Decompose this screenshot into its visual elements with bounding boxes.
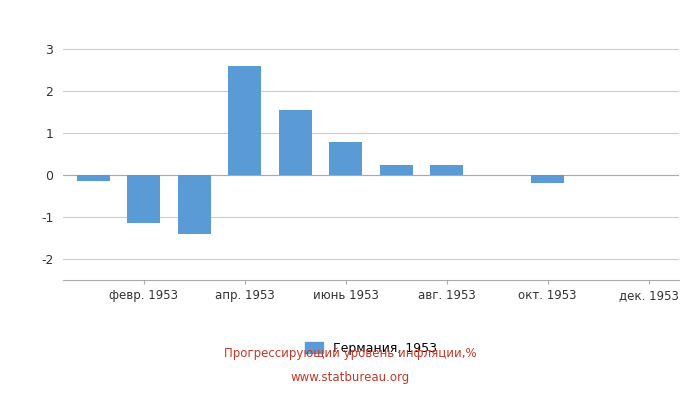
- Bar: [127, 175, 160, 223]
- Bar: [430, 164, 463, 175]
- Bar: [77, 175, 110, 181]
- Text: www.statbureau.org: www.statbureau.org: [290, 372, 410, 384]
- Text: Прогрессирующий уровень инфляции,%: Прогрессирующий уровень инфляции,%: [224, 348, 476, 360]
- Bar: [178, 175, 211, 234]
- Legend: Германия, 1953: Германия, 1953: [304, 342, 438, 355]
- Bar: [279, 110, 312, 175]
- Bar: [228, 66, 261, 175]
- Bar: [329, 142, 362, 175]
- Bar: [380, 164, 413, 175]
- Bar: [531, 175, 564, 183]
